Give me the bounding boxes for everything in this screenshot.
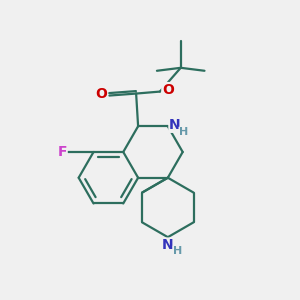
Text: H: H — [173, 246, 182, 256]
Text: O: O — [95, 87, 107, 100]
Text: N: N — [162, 238, 174, 252]
Text: O: O — [162, 82, 174, 97]
Text: H: H — [179, 127, 188, 137]
Text: N: N — [169, 118, 181, 132]
Text: F: F — [58, 145, 67, 159]
